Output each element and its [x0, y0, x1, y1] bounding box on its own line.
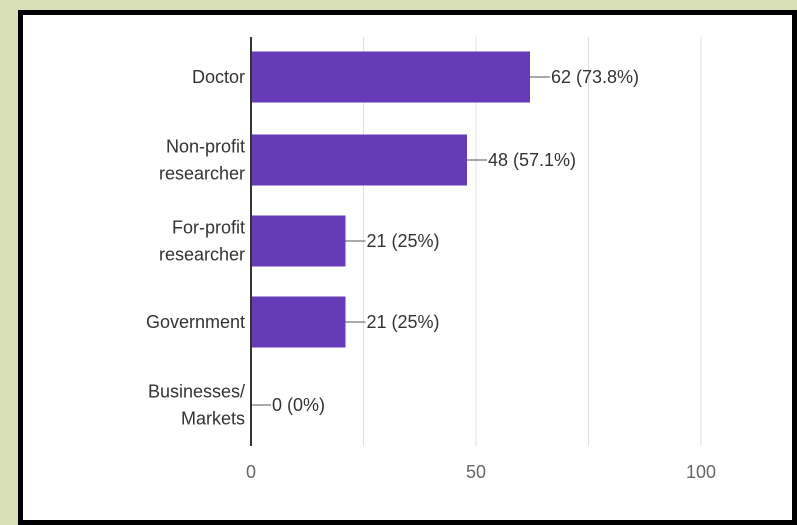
category-label-0: Doctor: [192, 67, 245, 87]
category-label-1-line-1: researcher: [159, 164, 245, 184]
data-label-4: 0 (0%): [272, 395, 325, 415]
bar-1: [251, 134, 467, 186]
x-tick-label-0: 0: [246, 462, 256, 482]
data-label-2: 21 (25%): [367, 231, 440, 251]
bar-0: [251, 51, 530, 103]
data-label-1: 48 (57.1%): [488, 150, 576, 170]
category-label-1-line-0: Non-profit: [166, 137, 245, 157]
data-label-0: 62 (73.8%): [551, 67, 639, 87]
category-label-4-line-1: Markets: [181, 409, 245, 429]
x-tick-label-50: 50: [466, 462, 486, 482]
category-label-2-line-1: researcher: [159, 245, 245, 265]
category-label-2-line-0: For-profit: [172, 218, 245, 238]
x-tick-label-100: 100: [686, 462, 716, 482]
category-label-4-line-0: Businesses/: [148, 382, 245, 402]
category-label-3: Government: [146, 312, 245, 332]
bar-2: [251, 215, 346, 267]
data-label-3: 21 (25%): [367, 312, 440, 332]
bar-3: [251, 296, 346, 348]
